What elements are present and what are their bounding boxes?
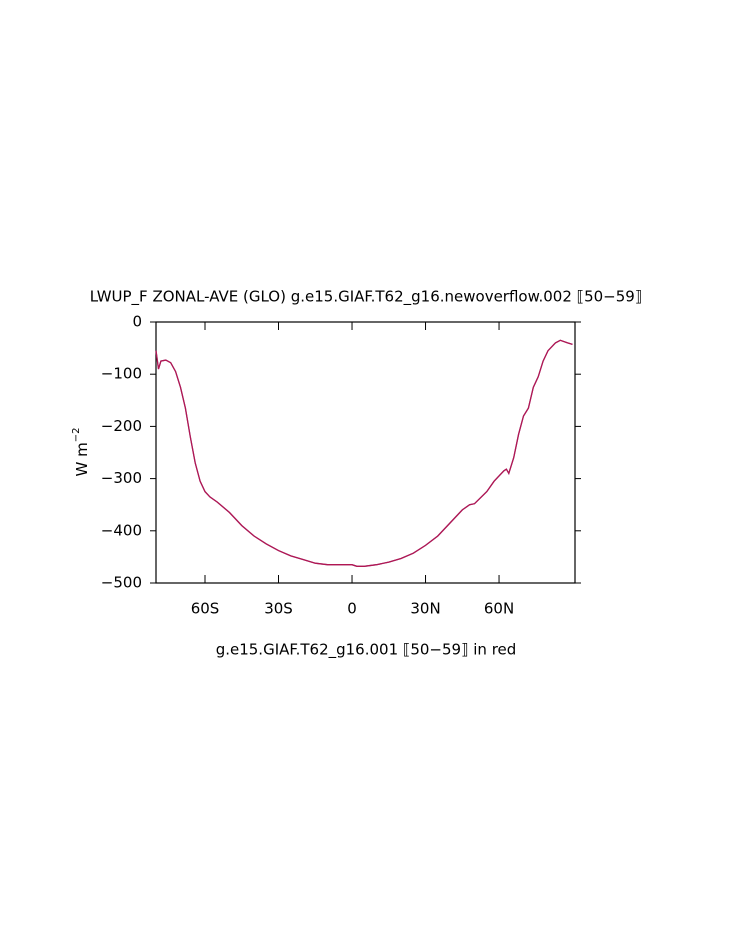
- chart-title: LWUP_F ZONAL-AVE (GLO) g.e15.GIAF.T62_g1…: [90, 288, 643, 307]
- y-tick-label: −300: [101, 469, 142, 487]
- caption: g.e15.GIAF.T62_g16.001 ⟦50−59⟧ in red: [216, 641, 517, 660]
- x-tick-label: 60N: [484, 600, 514, 618]
- plot-frame: [155, 321, 576, 584]
- x-tick-label: 30N: [410, 600, 440, 618]
- y-tick-label: −400: [101, 521, 142, 539]
- y-axis-label: W m−2: [71, 428, 91, 477]
- x-tick-label: 60S: [191, 600, 220, 618]
- x-tick-label: 30S: [264, 600, 293, 618]
- y-tick-label: −500: [101, 574, 142, 592]
- y-tick-label: −100: [101, 365, 142, 383]
- y-axis-label-superscript: −2: [71, 428, 82, 443]
- x-tick-label: 0: [347, 600, 357, 618]
- line-series: [155, 339, 573, 567]
- y-tick-label: −200: [101, 417, 142, 435]
- y-axis-label-text: W m: [73, 442, 91, 476]
- y-tick-label: 0: [132, 313, 142, 331]
